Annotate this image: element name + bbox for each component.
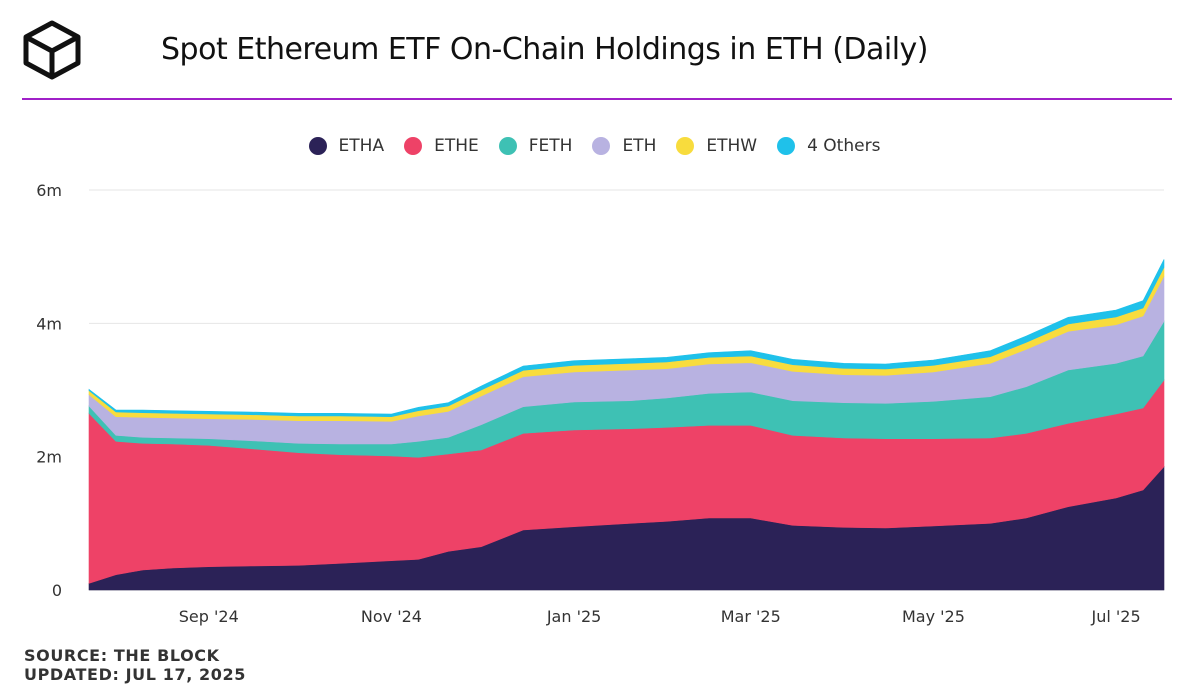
chart-legend: ETHA ETHE FETH ETH ETHW 4 Others: [0, 136, 1189, 156]
stacked-area-chart: 0 2m 4m 6m Sep '24 Nov '24 Jan '25 Mar '25 May '…: [36, 181, 1165, 626]
legend-label: ETHW: [706, 136, 758, 156]
x-tick-label: Sep '24: [179, 607, 239, 626]
source-text: SOURCE: THE BLOCK: [24, 646, 220, 665]
legend-item-ethe[interactable]: ETHE: [404, 136, 479, 156]
updated-text: UPDATED: JUL 17, 2025: [24, 665, 246, 684]
legend-item-etha[interactable]: ETHA: [308, 136, 385, 156]
legend-label: ETHE: [434, 136, 479, 156]
y-tick-label: 2m: [36, 448, 62, 467]
legend-label: 4 Others: [807, 136, 881, 156]
legend-swatch: [777, 137, 796, 155]
legend-swatch: [308, 137, 327, 155]
legend-swatch: [404, 137, 423, 155]
legend-item-ethw[interactable]: ETHW: [676, 136, 757, 156]
x-tick-label: Nov '24: [361, 607, 422, 626]
title-divider: [22, 98, 1172, 100]
y-tick-label: 4m: [36, 314, 62, 333]
y-tick-label: 6m: [36, 181, 62, 200]
legend-item-feth[interactable]: FETH: [498, 136, 573, 156]
legend-item-others[interactable]: 4 Others: [777, 136, 880, 156]
area-4-others: [88, 259, 1165, 417]
legend-swatch: [592, 137, 611, 155]
legend-label: ETH: [622, 136, 657, 156]
y-tick-label: 0: [52, 581, 62, 600]
legend-swatch: [676, 137, 695, 155]
x-tick-label: Jul '25: [1091, 607, 1141, 626]
legend-item-eth[interactable]: ETH: [592, 136, 656, 156]
chart-title: Spot Ethereum ETF On-Chain Holdings in E…: [161, 32, 929, 67]
x-tick-label: May '25: [902, 607, 965, 626]
the-block-logo-icon: [23, 20, 81, 80]
legend-label: FETH: [528, 136, 573, 156]
source-note: SOURCE: THE BLOCK UPDATED: JUL 17, 2025: [24, 646, 246, 684]
x-tick-label: Jan '25: [546, 607, 602, 626]
legend-swatch: [498, 137, 517, 155]
x-tick-label: Mar '25: [721, 607, 781, 626]
legend-label: ETHA: [338, 136, 385, 156]
